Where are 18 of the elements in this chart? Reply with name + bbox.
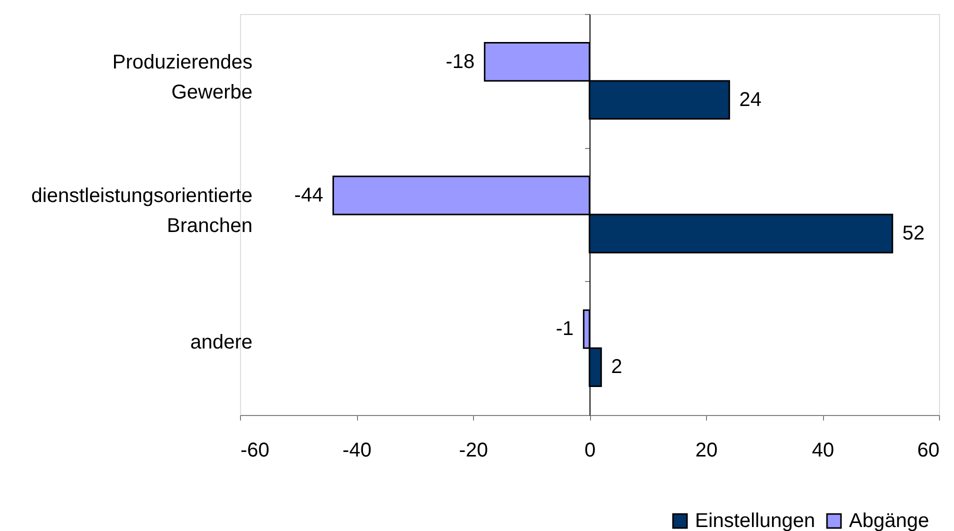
legend-label: Abgänge xyxy=(849,510,930,531)
x-tick-label: -40 xyxy=(342,440,372,462)
x-tick-label: 0 xyxy=(584,440,596,462)
data-label: -44 xyxy=(294,184,324,206)
y-tick-label: andere xyxy=(190,332,252,354)
data-label: 2 xyxy=(611,356,622,378)
x-tick-label: 20 xyxy=(695,440,718,462)
x-tick-label: 40 xyxy=(812,440,834,462)
data-label: -1 xyxy=(556,318,574,340)
y-tick-label: Produzierendes Gewerbe xyxy=(112,51,252,104)
legend-label: Einstellungen xyxy=(695,510,816,531)
data-label: 52 xyxy=(902,222,925,245)
x-tick-label: 60 xyxy=(917,440,940,462)
x-tick-label: -20 xyxy=(459,440,488,462)
x-tick-label: -60 xyxy=(240,440,270,462)
data-label: -18 xyxy=(446,50,475,73)
data-label: 24 xyxy=(739,88,762,111)
y-tick-label: dienstleistungsorientierte Branchen xyxy=(31,185,252,237)
